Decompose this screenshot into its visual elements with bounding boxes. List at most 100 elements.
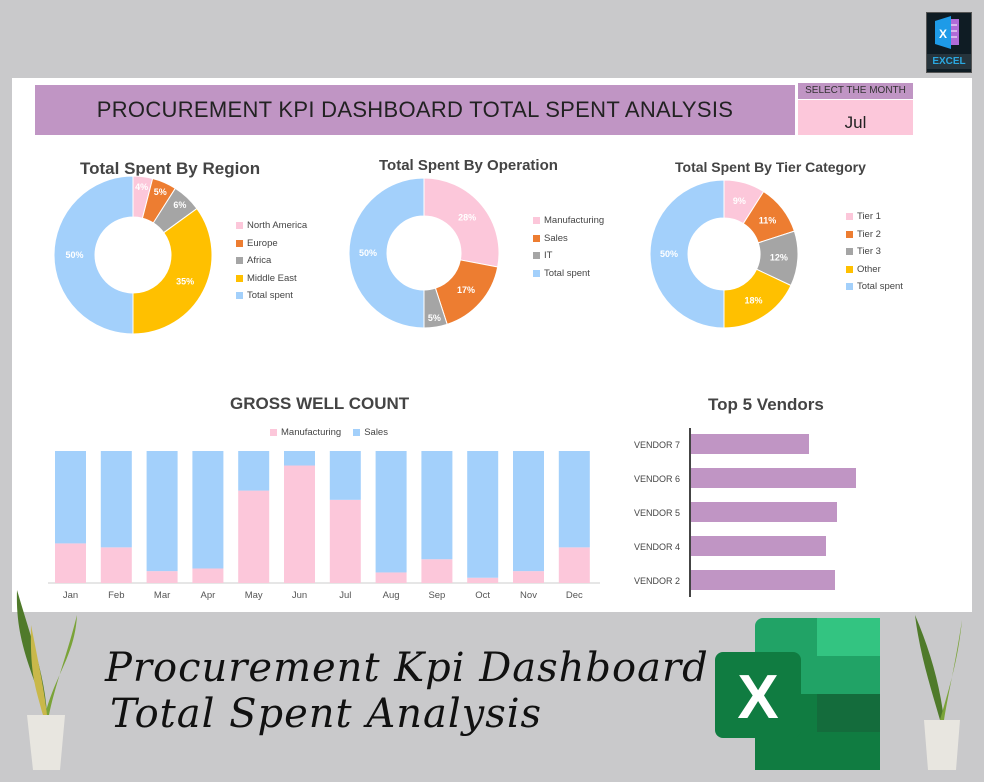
vendors-chart: VENDOR 7 VENDOR 6 VENDOR 5 VENDOR 4 VENDOR 2 [634, 428, 856, 597]
legend-label: Middle East [247, 272, 297, 284]
bar-manufacturing-jul [329, 499, 361, 583]
legend-label: Sales [544, 232, 568, 244]
plant-right-icon [915, 615, 962, 770]
legend-label: Manufacturing [544, 215, 605, 227]
slice-label: 28% [458, 212, 476, 222]
bar-manufacturing-feb [100, 547, 132, 583]
bar-manufacturing-dec [558, 547, 590, 583]
legend-label: Sales [364, 427, 388, 439]
legend-item: Manufacturing [533, 212, 604, 230]
legend-swatch [353, 429, 361, 437]
bar-sales-sep [421, 451, 453, 560]
gross-well-title: GROSS WELL COUNT [230, 394, 410, 413]
legend-label: Tier 1 [857, 211, 881, 223]
excel-logo-icon: X [715, 618, 880, 770]
legend-item: Tier 1 [846, 208, 903, 226]
legend-label: Tier 2 [857, 228, 881, 240]
vendor-bar [691, 536, 826, 556]
legend-item: Tier 2 [846, 226, 903, 244]
legend-item: Europe [236, 235, 307, 253]
bar-manufacturing-may [238, 490, 270, 583]
excel-badge-text: EXCEL [927, 54, 971, 69]
legend-item: Total spent [236, 287, 307, 305]
legend-swatch [846, 283, 853, 291]
slice-label: 50% [660, 249, 678, 259]
bar-sales-jul [329, 451, 361, 500]
vendor-label: VENDOR 2 [634, 576, 680, 586]
select-month-label: SELECT THE MONTH [798, 83, 913, 99]
x-tick-label: Aug [383, 590, 400, 601]
legend-swatch [236, 274, 243, 282]
x-tick-label: Dec [566, 590, 583, 601]
vendor-bar [691, 570, 835, 590]
x-tick-label: Jul [339, 590, 351, 601]
bar-manufacturing-apr [192, 568, 224, 583]
legend-swatch [270, 429, 277, 437]
legend-swatch [236, 222, 243, 230]
legend-swatch [846, 265, 853, 273]
bar-sales-apr [192, 451, 224, 569]
svg-text:X: X [939, 27, 947, 41]
legend-label: Other [857, 263, 881, 275]
region-legend: North America Europe Africa Middle East Tota… [236, 217, 307, 305]
legend-label: Manufacturing [281, 427, 342, 439]
slice-label: 6% [173, 200, 186, 210]
bar-manufacturing-nov [513, 571, 544, 583]
bar-sales-oct [467, 451, 499, 578]
slice-label: 17% [457, 285, 475, 295]
bar-sales-aug [375, 451, 407, 573]
legend-swatch [533, 252, 540, 260]
bar-sales-feb [100, 451, 132, 548]
legend-item: Sales [533, 230, 604, 248]
bar-sales-dec [558, 451, 590, 548]
legend-swatch [533, 217, 540, 225]
vendors-title: Top 5 Vendors [708, 395, 824, 414]
bar-manufacturing-mar [146, 571, 178, 583]
vendor-bar [691, 502, 837, 522]
vendor-bar [691, 434, 809, 454]
bar-manufacturing-jun [284, 465, 315, 583]
footer-line-2: Total Spent Analysis [110, 691, 543, 737]
tier-legend: Tier 1 Tier 2 Tier 3 Other Total spent [846, 208, 903, 296]
legend-swatch [236, 257, 243, 265]
x-tick-label: May [245, 590, 263, 601]
legend-swatch [846, 230, 853, 238]
legend-swatch [846, 248, 853, 256]
slice-label: 12% [770, 252, 788, 262]
slice-label: 50% [65, 250, 83, 260]
legend-swatch [236, 292, 243, 300]
svg-text:X: X [737, 663, 778, 732]
excel-badge: X EXCEL [926, 12, 972, 73]
legend-item: Middle East [236, 270, 307, 288]
legend-item: Africa [236, 252, 307, 270]
vendor-label: VENDOR 4 [634, 542, 680, 552]
legend-swatch [846, 213, 853, 221]
x-tick-label: Oct [475, 590, 490, 601]
donut-slice [53, 175, 134, 335]
donut-charts: 4% 5% 6% 35% 50% 28% 17% 5% 50% 9% 11% 12% 18% 50% [53, 175, 799, 335]
legend-label: Total spent [247, 290, 293, 302]
x-tick-label: Feb [108, 590, 124, 601]
x-tick-label: Apr [201, 590, 216, 601]
x-tick-label: Jan [63, 590, 78, 601]
vendor-label: VENDOR 5 [634, 508, 680, 518]
month-selector[interactable]: Jul [798, 100, 913, 135]
x-tick-label: Mar [154, 590, 170, 601]
x-tick-label: Sep [428, 590, 445, 601]
bar-sales-jun [284, 451, 315, 466]
slice-label: 5% [428, 313, 441, 323]
slice-label: 11% [759, 215, 777, 225]
donut-slice [423, 177, 500, 268]
slice-label: 9% [733, 196, 746, 206]
bar-sales-jan [55, 451, 86, 544]
slice-label: 4% [135, 182, 148, 192]
operation-chart-title: Total Spent By Operation [379, 157, 558, 174]
donut-slice [348, 177, 425, 329]
x-tick-label: Nov [520, 590, 537, 601]
gross-well-legend: Manufacturing Sales [270, 424, 388, 442]
region-chart-title: Total Spent By Region [80, 159, 261, 178]
bar-manufacturing-sep [421, 559, 453, 583]
slice-label: 35% [176, 277, 194, 287]
bar-manufacturing-oct [467, 577, 499, 583]
bar-sales-mar [146, 451, 178, 572]
